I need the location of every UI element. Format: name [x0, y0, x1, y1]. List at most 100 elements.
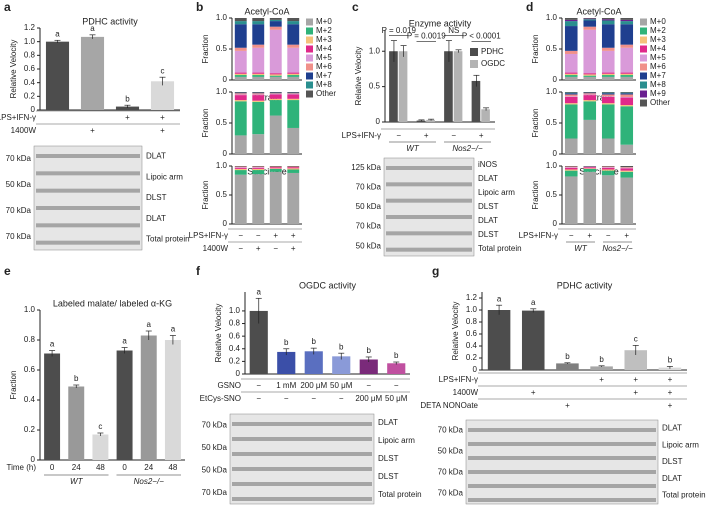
- stack-segment: [252, 24, 265, 45]
- y-tick-label: 0.8: [24, 50, 36, 59]
- stack-segment: [269, 100, 282, 116]
- condition-name: LPS+IFN-γ: [519, 231, 558, 240]
- significance-letter: b: [668, 356, 673, 365]
- significance-letter: b: [339, 342, 344, 351]
- stack-segment: [583, 100, 597, 102]
- legend-swatch: [306, 81, 313, 89]
- bar: [80, 36, 105, 111]
- condition-mark: −: [394, 381, 399, 390]
- stack-segment: [234, 75, 247, 77]
- stack-segment: [564, 166, 578, 167]
- blot-band: [468, 470, 656, 474]
- stack-segment: [287, 47, 300, 73]
- blot-image: [465, 419, 659, 505]
- band-label: DLAT: [378, 418, 398, 427]
- panel-letter: d: [526, 0, 533, 14]
- stack-segment: [583, 168, 597, 172]
- stack-segment: [287, 44, 300, 48]
- stack-segment: [583, 92, 597, 93]
- y-tick-label: 1.0: [229, 306, 241, 315]
- panel-letter: c: [352, 0, 359, 14]
- mw-marker: 50 kDa: [356, 241, 382, 250]
- blot-band: [386, 182, 472, 187]
- stack-segment: [620, 96, 634, 98]
- mw-marker: 70 kDa: [6, 232, 32, 241]
- stack-segment: [620, 18, 634, 20]
- legend-swatch: [640, 81, 647, 89]
- stack-segment: [564, 93, 578, 95]
- stack-segment: [269, 92, 282, 93]
- blot-band: [36, 154, 140, 158]
- legend-swatch: [640, 99, 647, 107]
- stack-segment: [234, 18, 247, 22]
- stack-segment: [269, 98, 282, 101]
- condition-mark: −: [284, 394, 289, 403]
- legend-label: PDHC: [481, 47, 504, 56]
- y-tick-label: 0.5: [369, 82, 381, 91]
- bar: [249, 310, 268, 374]
- y-axis-label: Fraction: [531, 35, 540, 64]
- stack-segment: [583, 26, 597, 30]
- stack-segment: [620, 76, 634, 80]
- band-label: Lipoic arm: [378, 436, 415, 445]
- band-label: DLAT: [662, 424, 682, 433]
- legend-swatch: [640, 18, 647, 26]
- stack-segment: [269, 29, 282, 74]
- legend-label: M+6: [650, 62, 666, 71]
- legend-swatch: [306, 45, 313, 53]
- condition-mark: +: [256, 244, 261, 253]
- blot-band: [468, 456, 656, 460]
- band-label: DLAT: [662, 474, 682, 483]
- stack-segment: [620, 72, 634, 74]
- stack-segment: [234, 166, 247, 167]
- bar: [481, 109, 490, 122]
- y-axis-label: Fraction: [9, 371, 18, 400]
- stack-segment: [269, 166, 282, 167]
- legend-swatch: [470, 48, 478, 56]
- stack-segment: [234, 47, 247, 51]
- y-tick-label: 0.6: [24, 64, 36, 73]
- bar: [398, 51, 408, 122]
- stack-segment: [234, 95, 247, 101]
- band-label: DLST: [478, 230, 499, 239]
- condition-name: LPS+IFN-γ: [0, 113, 36, 122]
- stack-segment: [252, 166, 265, 168]
- y-tick-label: 0: [223, 75, 228, 84]
- stack-segment: [601, 167, 615, 170]
- stack-segment: [287, 98, 300, 101]
- stack-segment: [234, 168, 247, 171]
- y-tick-label: 0.5: [546, 190, 558, 199]
- bar: [44, 353, 61, 460]
- stack-segment: [601, 166, 615, 167]
- stack-segment: [287, 169, 300, 173]
- condition-mark: −: [569, 231, 574, 240]
- stack-segment: [234, 73, 247, 76]
- condition-mark: 50 μM: [385, 394, 408, 403]
- y-tick-label: 0.2: [466, 353, 478, 362]
- condition-mark: +: [273, 231, 278, 240]
- stack-segment: [269, 166, 282, 168]
- band-label: Total protein: [478, 244, 522, 253]
- stack-segment: [269, 19, 282, 22]
- band-label: DLAT: [478, 216, 498, 225]
- stack-segment: [620, 75, 634, 77]
- y-tick-label: 0: [31, 455, 36, 464]
- stack-segment: [583, 119, 597, 154]
- stack-segment: [287, 127, 300, 154]
- stack-segment: [564, 92, 578, 93]
- y-tick-label: 0.2: [24, 425, 36, 434]
- group-label: Nos2−/−: [134, 477, 165, 486]
- stack-segment: [620, 92, 634, 93]
- blot-band: [386, 198, 472, 203]
- legend-swatch: [470, 60, 478, 68]
- stack-segment: [252, 18, 265, 22]
- stack-segment: [287, 73, 300, 76]
- condition-name: LPS+IFN-γ: [342, 131, 381, 140]
- stack-segment: [601, 47, 615, 51]
- stack-segment: [252, 134, 265, 154]
- condition-mark: +: [291, 231, 296, 240]
- stack-segment: [252, 92, 265, 94]
- stack-segment: [620, 44, 634, 48]
- significance-letter: c: [634, 335, 638, 344]
